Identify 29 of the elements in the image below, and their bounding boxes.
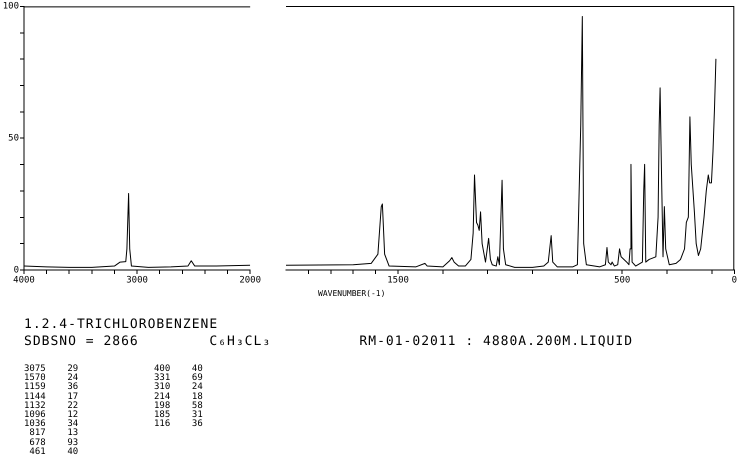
text: 1.2.4-TRICHLOROBENZENE	[24, 317, 218, 332]
text: 1132 22	[24, 400, 80, 411]
x-tick-label: 500	[614, 276, 630, 286]
text: 461 40	[28, 446, 80, 457]
text: 1036 34	[24, 419, 80, 430]
text: 678 93	[28, 438, 80, 448]
text: 817 13	[28, 428, 80, 438]
text: 331 69	[154, 373, 204, 384]
text: 214 18	[154, 392, 204, 402]
text: 185 31	[154, 410, 204, 420]
x-axis-title: WAVENUMBER(-1)	[318, 289, 386, 298]
x-tick-label: 0	[732, 276, 737, 286]
x-tick-label: 4000	[13, 276, 35, 286]
y-tick-label: 50	[8, 134, 19, 144]
y-tick-label: 0	[14, 265, 19, 276]
x-tick-label: 1500	[387, 276, 409, 286]
x-tick-label: 3000	[126, 276, 148, 286]
text: 198 58	[154, 400, 204, 411]
y-tick-label: 100	[2, 2, 19, 12]
text: 1570 24	[24, 373, 80, 384]
text: 400 40	[154, 364, 204, 374]
x-tick-label: 2000	[239, 276, 262, 286]
text: 1096 12	[24, 410, 80, 420]
text: SDBSNO = 2866 C₆H₃CL₃ RM-01-02011 : 4880A.200M.LIQUID	[24, 334, 634, 349]
text: 310 24	[154, 382, 204, 392]
text: 1159 36	[24, 382, 80, 392]
text: 3075 29	[24, 364, 80, 374]
text: 116 36	[154, 419, 204, 430]
text: 1144 17	[24, 392, 80, 402]
